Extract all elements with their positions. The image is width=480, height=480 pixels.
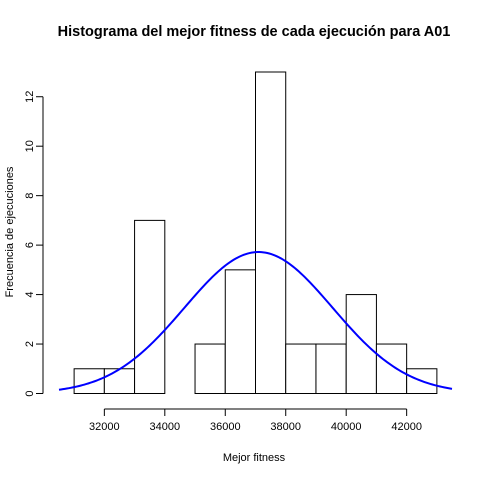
histogram-bar	[224, 269, 256, 395]
histogram-bar	[194, 343, 226, 394]
histogram-bar	[315, 343, 347, 394]
y-tick-label: 2	[24, 341, 36, 347]
x-tick-label: 34000	[150, 421, 181, 433]
histogram-bar	[255, 71, 287, 394]
histogram-bar	[375, 343, 408, 394]
histogram-bar	[73, 368, 105, 394]
x-tick-label: 36000	[210, 421, 241, 433]
y-axis: 0 2 4 6 8 10 12	[24, 91, 44, 397]
y-axis-label: Frecuencia de ejecuciones	[4, 166, 16, 297]
x-axis: 32000 34000 36000 38000 40000 42000	[89, 408, 422, 433]
y-tick-label: 10	[24, 140, 36, 152]
histogram-bar	[134, 219, 166, 394]
x-tick-label: 32000	[89, 421, 120, 433]
x-tick-label: 40000	[331, 421, 362, 433]
chart-title: Histograma del mejor fitness de cada eje…	[58, 24, 451, 40]
histogram-bar	[345, 294, 377, 395]
x-tick-label: 38000	[270, 421, 301, 433]
y-tick-label: 12	[24, 91, 36, 103]
normal-curve	[58, 251, 453, 391]
x-tick-label: 42000	[391, 421, 422, 433]
y-tick-label: 4	[24, 292, 36, 298]
x-axis-label: Mejor fitness	[223, 452, 286, 464]
y-tick-label: 6	[24, 242, 36, 248]
bars-group	[73, 71, 438, 395]
y-tick-label: 0	[24, 390, 36, 396]
histogram-bar	[103, 368, 136, 394]
y-tick-label: 8	[24, 193, 36, 199]
histogram-bar	[285, 343, 317, 394]
curve-group	[58, 251, 453, 391]
